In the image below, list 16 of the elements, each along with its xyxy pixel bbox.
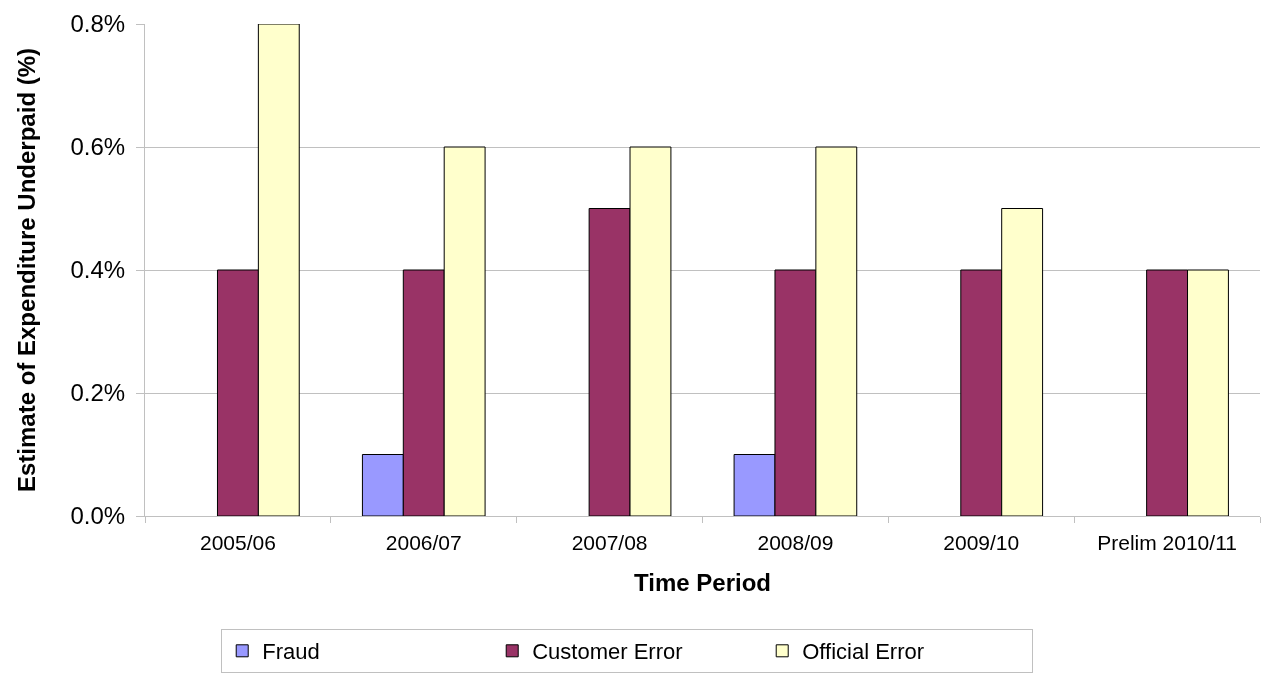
- x-axis-title: Time Period: [634, 568, 771, 596]
- y-tick-label: 0.0%: [70, 502, 126, 530]
- legend-label: Official Error: [802, 639, 925, 665]
- y-tick-label: 0.6%: [70, 133, 126, 161]
- y-tick-label: 0.4%: [70, 256, 126, 284]
- x-tick-label: Prelim 2010/11: [1097, 531, 1237, 555]
- y-axis-title: Estimate of Expenditure Underpaid (%): [12, 47, 40, 493]
- x-tick-label: 2006/07: [385, 531, 462, 555]
- legend-label: Customer Error: [532, 639, 683, 665]
- y-tick-label: 0.8%: [70, 10, 126, 38]
- legend-label: Fraud: [262, 639, 320, 665]
- x-tick-label: 2008/09: [757, 531, 834, 555]
- x-tick-label: 2005/06: [199, 531, 276, 555]
- x-tick-label: 2009/10: [943, 531, 1020, 555]
- y-tick-label: 0.2%: [70, 379, 126, 407]
- x-tick-label: 2007/08: [571, 531, 648, 555]
